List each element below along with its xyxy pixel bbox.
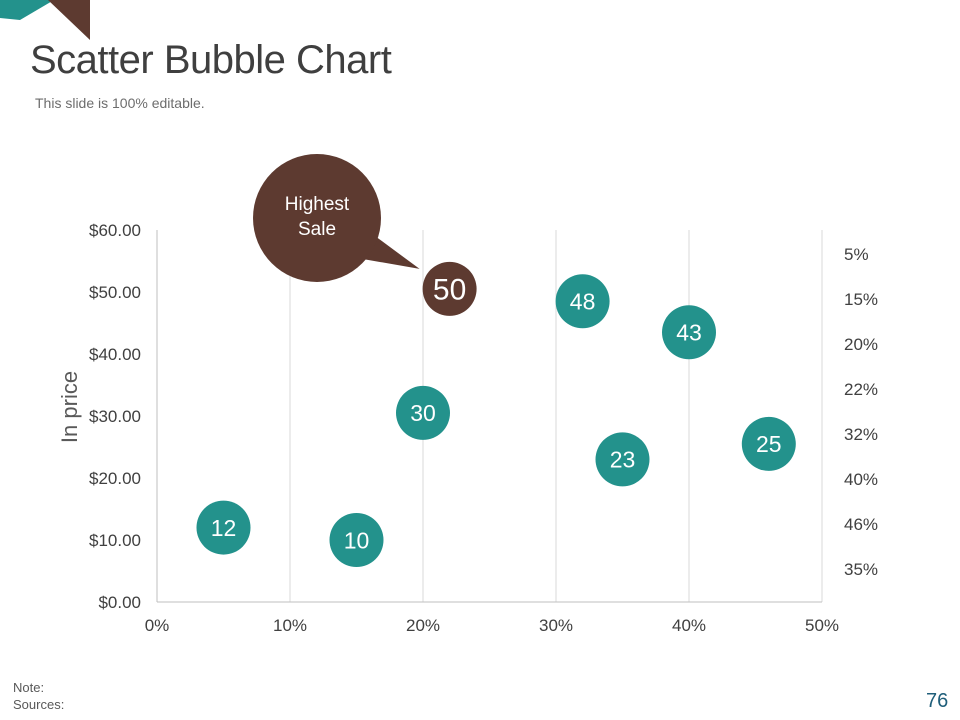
- slide-subtitle: This slide is 100% editable.: [35, 95, 205, 111]
- corner-teal-shape: [0, 0, 54, 20]
- bubble-label: 10: [344, 527, 370, 553]
- bubble: 43: [662, 305, 716, 360]
- x-tick-label: 20%: [406, 616, 440, 635]
- bubble: 30: [396, 385, 450, 440]
- y-tick-label: $0.00: [98, 593, 141, 612]
- y-tick-label: $50.00: [89, 283, 141, 302]
- x-tick-label: 50%: [805, 616, 839, 635]
- bubble-circle: [396, 385, 450, 440]
- page-number: 76: [926, 690, 949, 712]
- bubble: 12: [196, 500, 251, 555]
- bubble-circle: [196, 500, 251, 555]
- slide-title: Scatter Bubble Chart: [30, 38, 392, 82]
- bubbles: 50 48 43 30 25 23 12 10: [196, 261, 796, 567]
- right-label: 40%: [844, 470, 878, 489]
- y-tick-label: $60.00: [89, 221, 141, 240]
- bubble: 23: [595, 432, 650, 487]
- bubble-label: 50: [433, 274, 466, 307]
- bubble: 48: [555, 274, 610, 329]
- y-tick-label: $10.00: [89, 531, 141, 550]
- right-label: 15%: [844, 290, 878, 309]
- x-tick-labels: 0% 10% 20% 30% 40% 50%: [145, 616, 839, 635]
- bubble-circle: [422, 261, 477, 316]
- callout-line-1: Highest: [285, 194, 350, 215]
- callout-line-2: Sale: [298, 219, 336, 240]
- x-tick-label: 40%: [672, 616, 706, 635]
- highest-sale-callout: Highest Sale: [253, 154, 420, 282]
- x-tick-label: 0%: [145, 616, 170, 635]
- bubble-label: 23: [610, 447, 636, 473]
- bubble-label: 48: [570, 289, 596, 315]
- right-labels: 5% 15% 20% 22% 32% 40% 46% 35%: [844, 245, 878, 579]
- bubble-circle: [555, 274, 610, 329]
- y-tick-label: $40.00: [89, 345, 141, 364]
- bubble: 50: [422, 261, 477, 316]
- bubble-circle: [329, 513, 384, 567]
- bubble-circle: [662, 305, 716, 360]
- right-label: 22%: [844, 380, 878, 399]
- callout-circle: [253, 154, 381, 282]
- bubble-label: 30: [410, 400, 436, 426]
- x-tick-label: 10%: [273, 616, 307, 635]
- bubble-circle: [741, 416, 796, 471]
- bubble: 25: [741, 416, 796, 471]
- right-label: 35%: [844, 560, 878, 579]
- y-tick-label: $30.00: [89, 407, 141, 426]
- note-label: Note:: [13, 680, 45, 695]
- right-label: 46%: [844, 515, 878, 534]
- right-label: 20%: [844, 335, 878, 354]
- sources-label: Sources:: [13, 697, 65, 712]
- x-tick-label: 30%: [539, 616, 573, 635]
- bubble-label: 12: [211, 515, 237, 541]
- bubble: 10: [329, 513, 384, 567]
- bubble-label: 25: [756, 431, 782, 457]
- y-axis-title: In price: [57, 371, 82, 443]
- right-label: 32%: [844, 425, 878, 444]
- corner-decoration: [0, 0, 90, 40]
- footnote: Note: Sources:: [13, 679, 64, 713]
- y-tick-labels: $0.00 $10.00 $20.00 $30.00 $40.00 $50.00 $60.0…: [89, 221, 141, 612]
- corner-brown-shape: [48, 0, 90, 40]
- right-label: 5%: [844, 245, 869, 264]
- bubble-circle: [595, 432, 650, 487]
- bubble-label: 43: [676, 320, 702, 346]
- y-tick-label: $20.00: [89, 469, 141, 488]
